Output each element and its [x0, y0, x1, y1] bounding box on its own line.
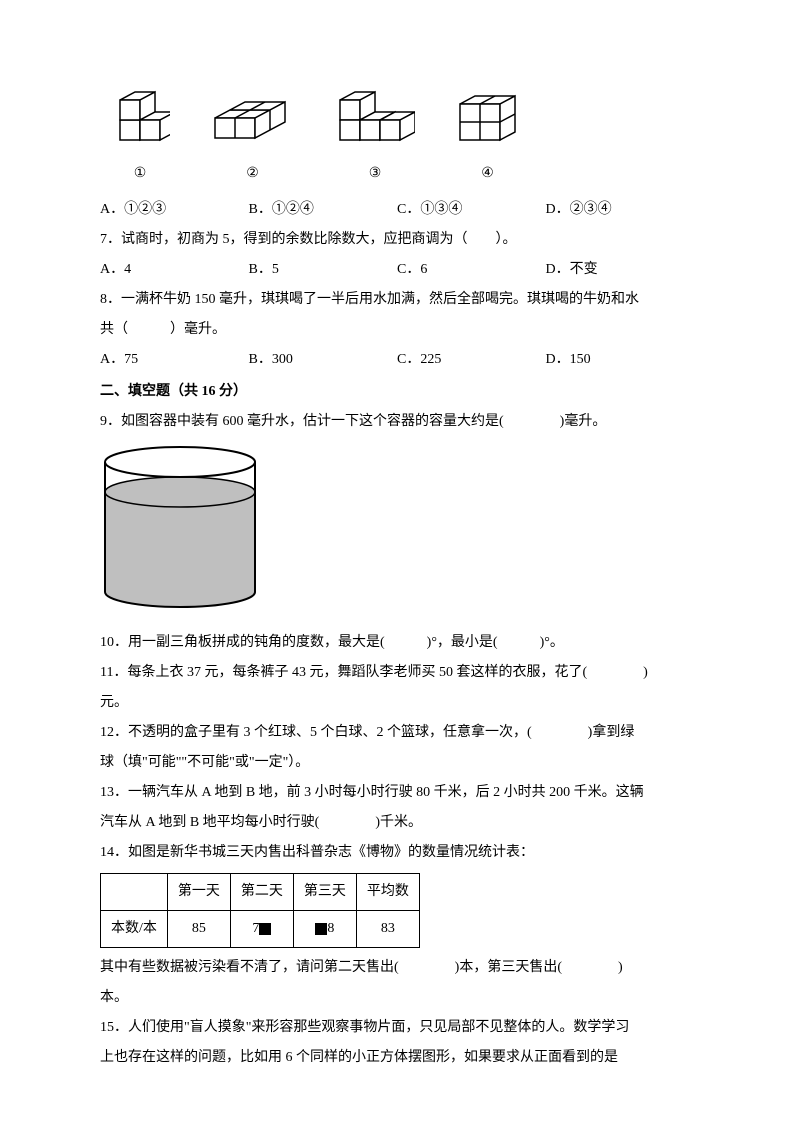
q8-line2: 共（ ）毫升。: [100, 316, 694, 344]
cube-4: ④: [455, 90, 520, 188]
td-day1: 85: [167, 911, 230, 948]
q14-table: 第一天 第二天 第三天 平均数 本数/本 85 7 8 83: [100, 873, 420, 948]
container-figure: [100, 442, 694, 623]
q6-opt-d: D．②③④: [546, 196, 695, 224]
q8-opt-d: D．150: [546, 346, 695, 374]
cube-svg-4: [455, 90, 520, 145]
q8-choices: A．75 B．300 C．225 D．150: [100, 346, 694, 374]
q7-choices: A．4 B．5 C．6 D．不变: [100, 256, 694, 284]
q6-opt-c: C．①③④: [397, 196, 546, 224]
q8-opt-c: C．225: [397, 346, 546, 374]
th-day3: 第三天: [293, 874, 356, 911]
q14-intro: 14．如图是新华书城三天内售出科普杂志《博物》的数量情况统计表：: [100, 839, 694, 867]
q12-line1: 12．不透明的盒子里有 3 个红球、5 个白球、2 个篮球，任意拿一次，( )拿…: [100, 719, 694, 747]
q7-text: 7．试商时，初商为 5，得到的余数比除数大，应把商调为（ ）。: [100, 226, 694, 254]
td-day3: 8: [293, 911, 356, 948]
q12-line2: 球（填"可能""不可能"或"一定"）。: [100, 749, 694, 777]
q7-opt-d: D．不变: [546, 256, 695, 284]
q8-opt-b: B．300: [249, 346, 398, 374]
th-day2: 第二天: [230, 874, 293, 911]
cube-svg-2: [210, 90, 295, 145]
table-data-row: 本数/本 85 7 8 83: [101, 911, 420, 948]
cube-figures-row: ① ②: [110, 90, 694, 188]
cube-label-4: ④: [455, 160, 520, 188]
cube-label-2: ②: [210, 160, 295, 188]
q13-line1: 13．一辆汽车从 A 地到 B 地，前 3 小时每小时行驶 80 千米，后 2 …: [100, 779, 694, 807]
td-label: 本数/本: [101, 911, 168, 948]
q10-text: 10．用一副三角板拼成的钝角的度数，最大是( )°，最小是( )°。: [100, 629, 694, 657]
cube-label-3: ③: [335, 160, 415, 188]
th-avg: 平均数: [356, 874, 419, 911]
td-avg: 83: [356, 911, 419, 948]
q9-text: 9．如图容器中装有 600 毫升水，估计一下这个容器的容量大约是( )毫升。: [100, 408, 694, 436]
q7-opt-a: A．4: [100, 256, 249, 284]
cube-2: ②: [210, 90, 295, 188]
q11-line2: 元。: [100, 689, 694, 717]
th-day1: 第一天: [167, 874, 230, 911]
blot-icon: [259, 923, 271, 935]
q14-after1: 其中有些数据被污染看不清了，请问第二天售出( )本，第三天售出( ): [100, 954, 694, 982]
q15-line1: 15．人们使用"盲人摸象"来形容那些观察事物片面，只见局部不见整体的人。数学学习: [100, 1014, 694, 1042]
q14-after2: 本。: [100, 984, 694, 1012]
q7-opt-b: B．5: [249, 256, 398, 284]
q11-line1: 11．每条上衣 37 元，每条裤子 43 元，舞蹈队李老师买 50 套这样的衣服…: [100, 659, 694, 687]
q6-opt-b: B．①②④: [249, 196, 398, 224]
th-blank: [101, 874, 168, 911]
blot-icon: [315, 923, 327, 935]
container-svg: [100, 442, 260, 612]
cube-1: ①: [110, 90, 170, 188]
q15-line2: 上也存在这样的问题，比如用 6 个同样的小正方体摆图形，如果要求从正面看到的是: [100, 1044, 694, 1072]
q13-line2: 汽车从 A 地到 B 地平均每小时行驶( )千米。: [100, 809, 694, 837]
q7-opt-c: C．6: [397, 256, 546, 284]
cube-3: ③: [335, 90, 415, 188]
cube-svg-1: [110, 90, 170, 145]
table-header-row: 第一天 第二天 第三天 平均数: [101, 874, 420, 911]
q6-opt-a: A．①②③: [100, 196, 249, 224]
section-2-title: 二、填空题（共 16 分）: [100, 378, 694, 406]
q8-opt-a: A．75: [100, 346, 249, 374]
cube-svg-3: [335, 90, 415, 145]
q6-choices: A．①②③ B．①②④ C．①③④ D．②③④: [100, 196, 694, 224]
q8-line1: 8．一满杯牛奶 150 毫升，琪琪喝了一半后用水加满，然后全部喝完。琪琪喝的牛奶…: [100, 286, 694, 314]
td-day2: 7: [230, 911, 293, 948]
cube-label-1: ①: [110, 160, 170, 188]
